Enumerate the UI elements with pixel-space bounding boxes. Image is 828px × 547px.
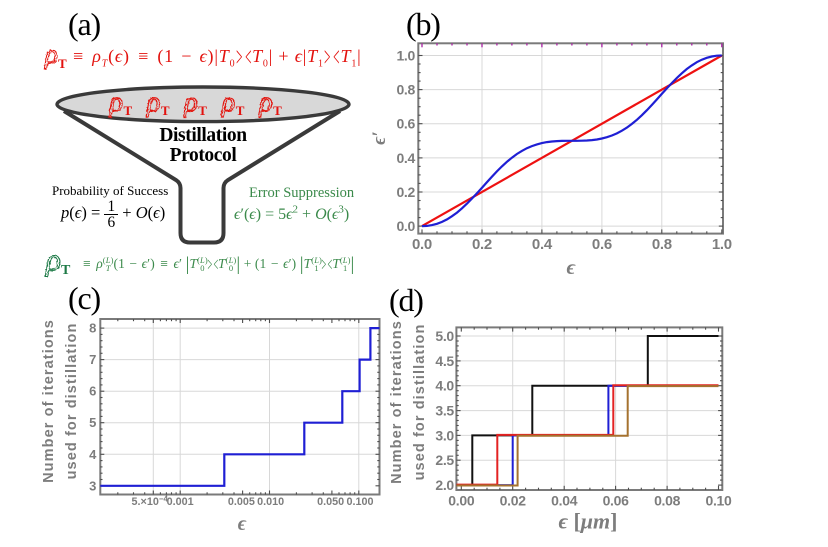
svg-text:4.5: 4.5 bbox=[435, 353, 454, 369]
svg-text:ρ: ρ bbox=[221, 87, 235, 118]
svg-text:3: 3 bbox=[89, 478, 96, 493]
svg-text:T: T bbox=[58, 56, 67, 71]
svg-text:0.0: 0.0 bbox=[412, 236, 432, 253]
svg-text:T: T bbox=[61, 263, 71, 278]
svg-text:2.0: 2.0 bbox=[435, 477, 454, 493]
svg-text:0.2: 0.2 bbox=[472, 236, 492, 253]
svg-text:0.06: 0.06 bbox=[603, 493, 630, 509]
svg-text:ϵ′: ϵ′ bbox=[369, 131, 390, 145]
svg-text:0.08: 0.08 bbox=[654, 493, 681, 509]
svg-text:0.8: 0.8 bbox=[652, 236, 672, 253]
svg-text:1.0: 1.0 bbox=[396, 48, 415, 64]
svg-text:T: T bbox=[124, 103, 133, 118]
svg-text:ρ: ρ bbox=[258, 87, 272, 118]
svg-text:0.6: 0.6 bbox=[396, 116, 415, 132]
svg-text:Number of iterations: Number of iterations bbox=[41, 319, 57, 483]
svg-text:6: 6 bbox=[89, 384, 96, 399]
svg-text:T: T bbox=[273, 103, 282, 118]
svg-text:4: 4 bbox=[89, 447, 97, 462]
svg-text:0.02: 0.02 bbox=[500, 493, 527, 509]
svg-text:ρ: ρ bbox=[183, 87, 197, 118]
svg-text:5.0: 5.0 bbox=[435, 328, 454, 344]
svg-text:0.04: 0.04 bbox=[551, 493, 578, 509]
svg-text:4.0: 4.0 bbox=[435, 378, 454, 394]
svg-text:3.0: 3.0 bbox=[435, 427, 454, 443]
svg-text:ϵ: ϵ bbox=[238, 513, 247, 535]
svg-text:2.5: 2.5 bbox=[435, 452, 454, 468]
svg-text:0.2: 0.2 bbox=[396, 184, 415, 200]
svg-text:5.×10−4: 5.×10−4 bbox=[132, 495, 169, 509]
svg-text:Number of iterations: Number of iterations bbox=[389, 320, 405, 484]
svg-text:7: 7 bbox=[89, 352, 96, 367]
svg-text:0.001: 0.001 bbox=[167, 496, 194, 508]
svg-text:0.100: 0.100 bbox=[346, 496, 373, 508]
svg-text:0.00: 0.00 bbox=[448, 493, 475, 509]
svg-text:0.6: 0.6 bbox=[592, 236, 612, 253]
svg-text:T: T bbox=[198, 103, 207, 118]
svg-text:ρ: ρ bbox=[109, 87, 123, 118]
svg-text:T: T bbox=[236, 103, 245, 118]
svg-text:used for distillation: used for distillation bbox=[412, 324, 428, 481]
svg-text:0.4: 0.4 bbox=[532, 236, 553, 253]
svg-text:ρ: ρ bbox=[44, 39, 59, 69]
svg-text:used for distillation: used for distillation bbox=[64, 323, 80, 480]
svg-text:0.005: 0.005 bbox=[228, 496, 255, 508]
svg-text:0.4: 0.4 bbox=[396, 150, 415, 166]
svg-text:0.050: 0.050 bbox=[317, 496, 344, 508]
svg-text:1.0: 1.0 bbox=[712, 236, 732, 253]
svg-text:5: 5 bbox=[89, 415, 96, 430]
svg-text:ϵ: ϵ bbox=[566, 255, 576, 279]
svg-text:ϵ [μm]: ϵ [μm] bbox=[559, 509, 618, 534]
svg-text:0.8: 0.8 bbox=[396, 82, 415, 98]
svg-text:ρ: ρ bbox=[146, 87, 160, 118]
svg-text:8: 8 bbox=[89, 321, 96, 336]
svg-text:0.0: 0.0 bbox=[396, 218, 415, 234]
svg-text:0.10: 0.10 bbox=[705, 493, 732, 509]
svg-text:ρ: ρ bbox=[45, 242, 61, 277]
svg-text:3.5: 3.5 bbox=[435, 403, 454, 419]
svg-text:T: T bbox=[161, 103, 170, 118]
svg-text:0.010: 0.010 bbox=[257, 496, 284, 508]
